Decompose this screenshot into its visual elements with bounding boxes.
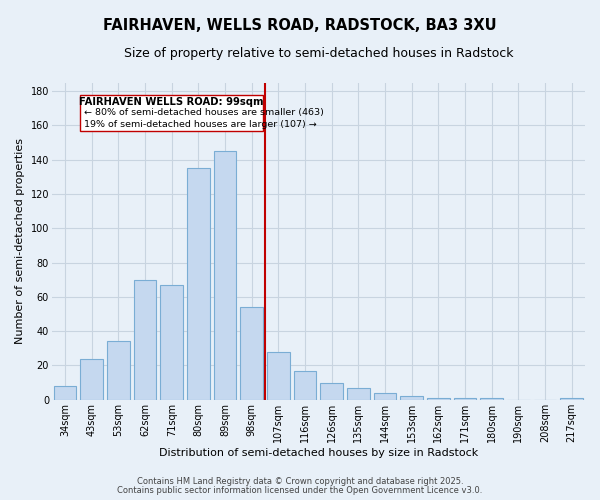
Bar: [134, 280, 157, 400]
Bar: [427, 398, 450, 400]
Text: FAIRHAVEN, WELLS ROAD, RADSTOCK, BA3 3XU: FAIRHAVEN, WELLS ROAD, RADSTOCK, BA3 3XU: [103, 18, 497, 32]
Bar: [454, 398, 476, 400]
Y-axis label: Number of semi-detached properties: Number of semi-detached properties: [15, 138, 25, 344]
Text: Contains HM Land Registry data © Crown copyright and database right 2025.: Contains HM Land Registry data © Crown c…: [137, 477, 463, 486]
Text: 19% of semi-detached houses are larger (107) →: 19% of semi-detached houses are larger (…: [84, 120, 317, 129]
Bar: [320, 382, 343, 400]
Bar: [80, 94, 263, 130]
Text: Contains public sector information licensed under the Open Government Licence v3: Contains public sector information licen…: [118, 486, 482, 495]
Bar: [187, 168, 210, 400]
X-axis label: Distribution of semi-detached houses by size in Radstock: Distribution of semi-detached houses by …: [159, 448, 478, 458]
Bar: [400, 396, 423, 400]
Bar: [560, 398, 583, 400]
Text: FAIRHAVEN WELLS ROAD: 99sqm: FAIRHAVEN WELLS ROAD: 99sqm: [79, 97, 263, 107]
Text: ← 80% of semi-detached houses are smaller (463): ← 80% of semi-detached houses are smalle…: [84, 108, 323, 117]
Bar: [54, 386, 76, 400]
Bar: [267, 352, 290, 400]
Bar: [214, 151, 236, 400]
Bar: [374, 393, 397, 400]
Bar: [160, 285, 183, 400]
Bar: [80, 358, 103, 400]
Bar: [294, 370, 316, 400]
Bar: [241, 307, 263, 400]
Bar: [481, 398, 503, 400]
Bar: [107, 342, 130, 400]
Bar: [347, 388, 370, 400]
Title: Size of property relative to semi-detached houses in Radstock: Size of property relative to semi-detach…: [124, 48, 513, 60]
